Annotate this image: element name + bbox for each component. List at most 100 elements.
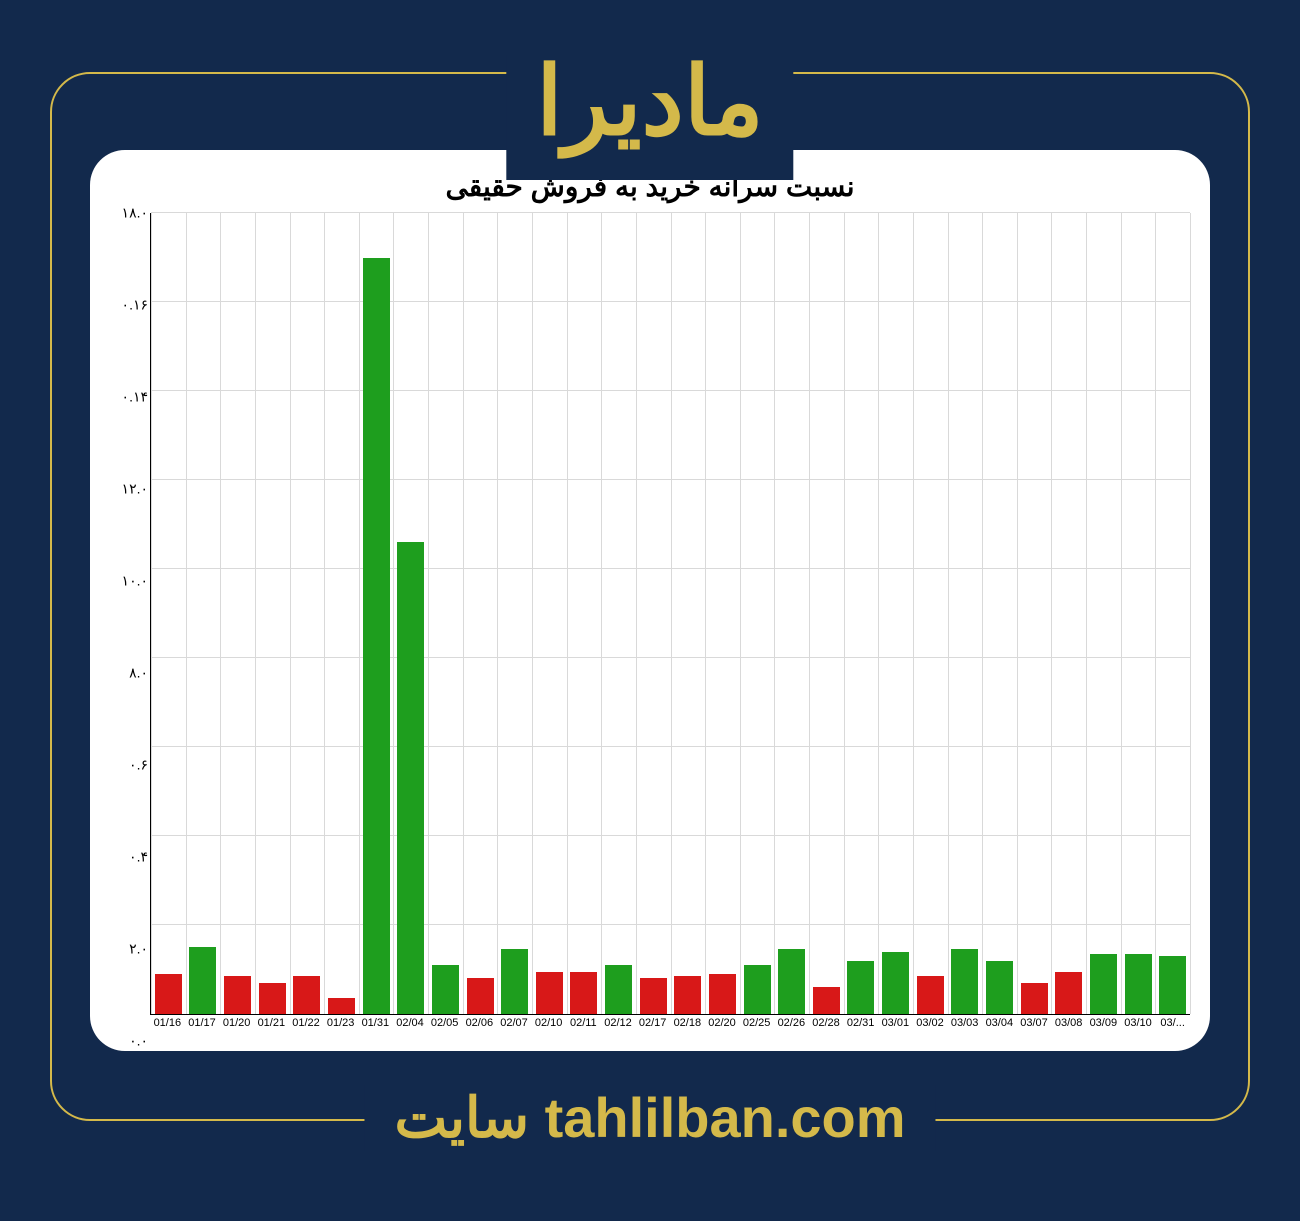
x-tick-label: 02/10 (535, 1017, 563, 1029)
x-tick-label: 02/26 (778, 1017, 806, 1029)
gridline-v (151, 213, 152, 1014)
x-tick-label: 02/11 (570, 1017, 597, 1029)
site-label: سایت (394, 1086, 529, 1149)
y-tick-label: ١۴.٠ (122, 389, 148, 406)
gridline-v (1155, 213, 1156, 1014)
y-tick-label: ١۶.٠ (122, 297, 148, 314)
bar (640, 978, 667, 1014)
gridline-v (532, 213, 533, 1014)
gridline-v (740, 213, 741, 1014)
footer-line: سایت tahlilban.com (394, 1086, 905, 1149)
x-tick-label: 03/... (1160, 1017, 1184, 1029)
bar (467, 978, 494, 1014)
bar (605, 965, 632, 1014)
x-tick-label: 02/31 (847, 1017, 875, 1029)
plot: 01/1601/1701/2001/2101/2201/2301/3102/04… (150, 213, 1190, 1041)
x-tick-label: 03/10 (1124, 1017, 1152, 1029)
y-tick-label: ٠.٠ (129, 1033, 148, 1050)
gridline-v (1086, 213, 1087, 1014)
gridline-v (636, 213, 637, 1014)
gridline-v (428, 213, 429, 1014)
y-tick-label: ۴.٠ (129, 849, 148, 866)
plot-area (150, 213, 1190, 1015)
x-tick-label: 03/09 (1090, 1017, 1118, 1029)
x-tick-label: 03/02 (916, 1017, 944, 1029)
y-tick-label: ۶.٠ (129, 757, 148, 774)
gridline-v (671, 213, 672, 1014)
bar (709, 974, 736, 1014)
x-tick-label: 02/05 (431, 1017, 459, 1029)
bar (224, 976, 251, 1014)
y-tick-label: ١٨.٠ (122, 205, 148, 222)
x-tick-label: 02/12 (604, 1017, 632, 1029)
gridline-v (601, 213, 602, 1014)
x-tick-label: 01/16 (154, 1017, 182, 1029)
bar (778, 949, 805, 1014)
bar (951, 949, 978, 1014)
x-tick-label: 02/17 (639, 1017, 667, 1029)
bar (917, 976, 944, 1014)
x-tick-label: 01/17 (188, 1017, 216, 1029)
x-tick-label: 03/07 (1020, 1017, 1048, 1029)
bar (328, 998, 355, 1014)
bar (293, 976, 320, 1014)
x-tick-label: 02/18 (674, 1017, 702, 1029)
y-tick-label: ١٠.٠ (122, 573, 148, 590)
gridline-v (359, 213, 360, 1014)
bar (570, 972, 597, 1014)
bar (847, 961, 874, 1014)
x-tick-label: 03/04 (986, 1017, 1014, 1029)
x-tick-label: 02/04 (396, 1017, 424, 1029)
x-tick-label: 02/06 (466, 1017, 494, 1029)
header-mask: مادیرا (506, 55, 793, 180)
bar (744, 965, 771, 1014)
x-tick-label: 02/20 (708, 1017, 736, 1029)
x-tick-label: 01/21 (258, 1017, 286, 1029)
bar (501, 949, 528, 1014)
x-tick-label: 01/22 (292, 1017, 320, 1029)
x-axis: 01/1601/1701/2001/2101/2201/2301/3102/04… (150, 1015, 1190, 1041)
gridline-v (463, 213, 464, 1014)
chart-card: نسبت سرانه خرید به فروش حقیقی ٠.٠٢.٠۴.٠۶… (90, 150, 1210, 1051)
bar (397, 542, 424, 1014)
bar (1159, 956, 1186, 1014)
bar (986, 961, 1013, 1014)
x-tick-label: 01/31 (362, 1017, 390, 1029)
gridline-v (774, 213, 775, 1014)
gridline-v (913, 213, 914, 1014)
x-tick-label: 02/07 (500, 1017, 528, 1029)
gridline-v (1121, 213, 1122, 1014)
y-tick-label: ٨.٠ (129, 665, 148, 682)
bar (432, 965, 459, 1014)
x-tick-label: 03/01 (882, 1017, 910, 1029)
gridline-v (324, 213, 325, 1014)
site-url: tahlilban.com (545, 1086, 906, 1149)
bar (1125, 954, 1152, 1014)
bar (536, 972, 563, 1014)
gridline-v (290, 213, 291, 1014)
gridline-v (567, 213, 568, 1014)
y-axis: ٠.٠٢.٠۴.٠۶.٠٨.٠١٠.٠١٢.٠١۴.٠١۶.٠١٨.٠ (110, 213, 150, 1041)
y-tick-label: ١٢.٠ (122, 481, 148, 498)
x-tick-label: 01/23 (327, 1017, 355, 1029)
gridline-v (1017, 213, 1018, 1014)
x-tick-label: 02/28 (812, 1017, 840, 1029)
x-tick-label: 03/03 (951, 1017, 979, 1029)
y-tick-label: ٢.٠ (129, 941, 148, 958)
gridline-v (844, 213, 845, 1014)
bar (1021, 983, 1048, 1014)
bar (155, 974, 182, 1014)
gridline-v (186, 213, 187, 1014)
plot-wrap: ٠.٠٢.٠۴.٠۶.٠٨.٠١٠.٠١٢.٠١۴.٠١۶.٠١٨.٠ 01/1… (110, 213, 1190, 1041)
gridline-v (948, 213, 949, 1014)
bar (882, 952, 909, 1014)
bar (1090, 954, 1117, 1014)
bar (259, 983, 286, 1014)
gridline-v (393, 213, 394, 1014)
gridline-v (982, 213, 983, 1014)
gridline-v (220, 213, 221, 1014)
bar (813, 987, 840, 1014)
gridline-v (809, 213, 810, 1014)
gridline-v (255, 213, 256, 1014)
bar (189, 947, 216, 1014)
